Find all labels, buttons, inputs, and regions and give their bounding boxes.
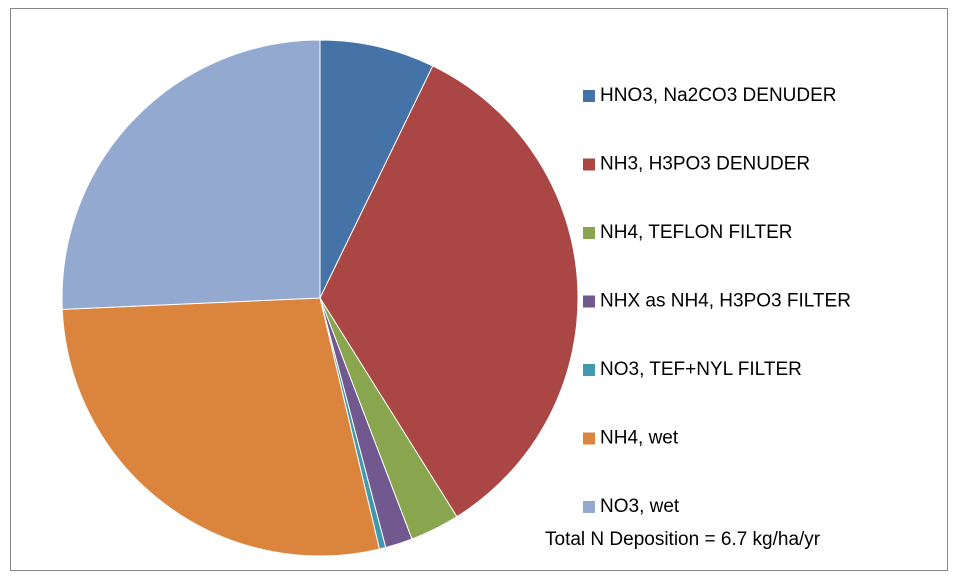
legend-swatch: [583, 501, 595, 513]
annotation: Total N Deposition = 6.7 kg/ha/yr: [545, 529, 821, 550]
legend-swatch: [583, 227, 595, 239]
legend-swatch: [583, 90, 595, 102]
pie-slice: [319, 65, 579, 518]
pie-slice: [61, 297, 381, 557]
legend-label: NHX as NH4, H3PO3 FILTER: [600, 291, 851, 312]
legend-swatch: [583, 364, 595, 376]
legend-label: NO3, wet: [600, 496, 680, 517]
legend-swatch: [583, 295, 595, 308]
legend-swatch: [583, 432, 595, 445]
legend-label: NH4, wet: [600, 428, 679, 449]
legend-label: NH3, H3PO3 DENUDER: [600, 154, 810, 175]
legend-label: HNO3, Na2CO3 DENUDER: [600, 85, 837, 106]
legend-label: NH4, TEFLON FILTER: [600, 222, 793, 243]
legend-label: NO3, TEF+NYL FILTER: [600, 359, 802, 380]
pie-slice: [319, 39, 434, 299]
pie-slice: [61, 39, 321, 310]
legend-swatch: [583, 158, 595, 171]
